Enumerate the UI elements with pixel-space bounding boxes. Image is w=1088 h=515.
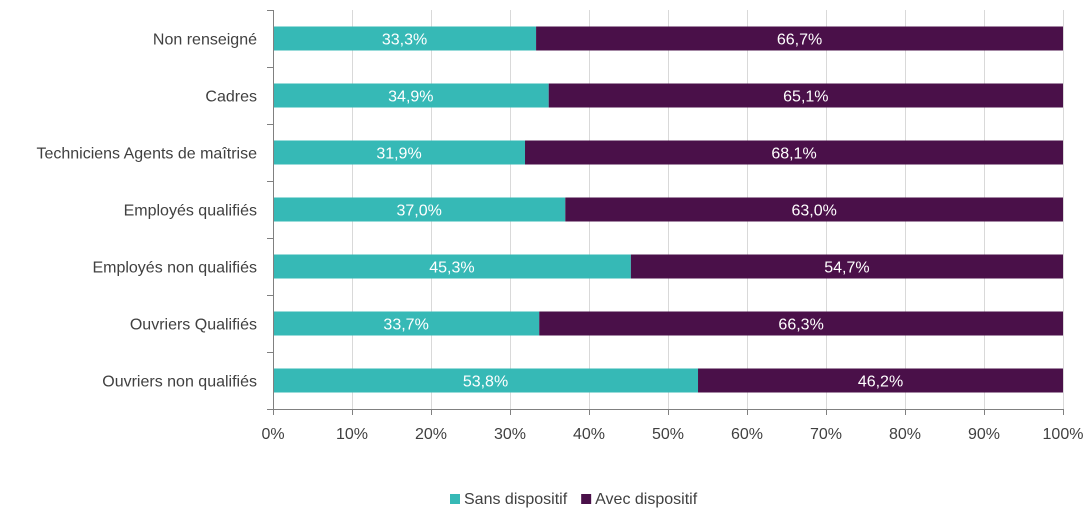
- x-tick-label: 100%: [1043, 426, 1084, 443]
- bar-sans-dispositif: [273, 197, 566, 222]
- x-tick-label: 80%: [889, 426, 921, 443]
- category-label: Techniciens Agents de maîtrise: [36, 146, 257, 163]
- x-tick-label: 40%: [573, 426, 605, 443]
- data-label: 34,9%: [388, 89, 433, 106]
- category-label: Employés qualifiés: [124, 203, 257, 220]
- data-label: 33,7%: [383, 317, 428, 334]
- bar-avec-dispositif: [698, 368, 1063, 393]
- bars-group: 33,3% 66,7% 34,9% 65,1% 31,9% 68,1% 37,0% 63,0%…: [273, 26, 1063, 393]
- data-label: 31,9%: [376, 146, 421, 163]
- bar-avec-dispositif: [539, 311, 1063, 336]
- legend-swatch: [450, 494, 460, 504]
- bar-sans-dispositif: [273, 140, 526, 165]
- x-tick-label: 70%: [810, 426, 842, 443]
- category-label: Cadres: [205, 89, 257, 106]
- legend: Sans dispositif Avec dispositif: [450, 491, 698, 508]
- data-label: 65,1%: [783, 89, 828, 106]
- bar-sans-dispositif: [273, 254, 631, 279]
- legend-swatch: [581, 494, 592, 504]
- axes-group: [267, 10, 1064, 415]
- category-label: Employés non qualifiés: [92, 260, 257, 277]
- x-tick-label: 30%: [494, 426, 526, 443]
- data-label: 66,7%: [777, 32, 822, 49]
- bar-avec-dispositif: [536, 26, 1063, 51]
- bar-avec-dispositif: [548, 83, 1063, 108]
- legend-label: Avec dispositif: [595, 491, 698, 508]
- bar-avec-dispositif: [630, 254, 1063, 279]
- data-label: 54,7%: [824, 260, 869, 277]
- x-tick-label: 90%: [968, 426, 1000, 443]
- category-label: Ouvriers Qualifiés: [130, 317, 257, 334]
- legend-label: Sans dispositif: [464, 491, 568, 508]
- data-label: 66,3%: [778, 317, 823, 334]
- bar-sans-dispositif: [273, 311, 540, 336]
- bar-sans-dispositif: [273, 368, 699, 393]
- x-tick-label: 60%: [731, 426, 763, 443]
- data-label: 45,3%: [429, 260, 474, 277]
- category-labels: Non renseigné Cadres Techniciens Agents de…: [36, 32, 257, 391]
- x-tick-label: 0%: [261, 426, 284, 443]
- data-label: 68,1%: [771, 146, 816, 163]
- category-label: Ouvriers non qualifiés: [102, 374, 257, 391]
- data-label: 53,8%: [463, 374, 508, 391]
- data-label: 37,0%: [396, 203, 441, 220]
- category-label: Non renseigné: [153, 32, 257, 49]
- x-tick-labels: 0% 10% 20% 30% 40% 50% 60% 70% 80% 90% 100%: [261, 426, 1083, 443]
- x-tick-label: 10%: [336, 426, 368, 443]
- bar-avec-dispositif: [565, 197, 1063, 222]
- data-label: 46,2%: [858, 374, 903, 391]
- data-label: 63,0%: [791, 203, 836, 220]
- x-tick-label: 20%: [415, 426, 447, 443]
- x-tick-label: 50%: [652, 426, 684, 443]
- bar-sans-dispositif: [273, 83, 549, 108]
- data-label: 33,3%: [382, 32, 427, 49]
- bar-sans-dispositif: [273, 26, 537, 51]
- bar-avec-dispositif: [525, 140, 1063, 165]
